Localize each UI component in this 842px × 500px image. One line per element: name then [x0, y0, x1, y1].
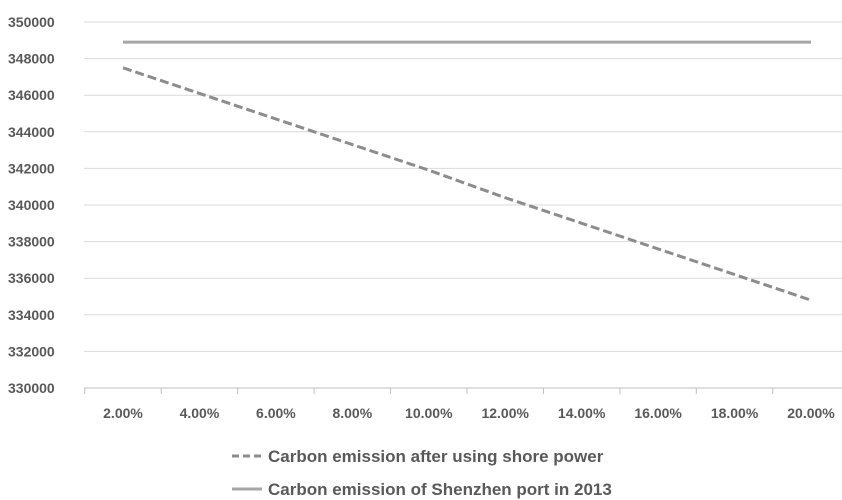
- y-tick-label: 334000: [8, 307, 55, 323]
- x-tick-label: 10.00%: [405, 405, 453, 421]
- y-tick-label: 348000: [8, 51, 55, 67]
- legend-label-shore-power: Carbon emission after using shore power: [268, 447, 604, 466]
- x-tick-label: 12.00%: [481, 405, 529, 421]
- y-tick-label: 346000: [8, 87, 55, 103]
- series-line-shore-power: [122, 66, 812, 302]
- y-tick-label: 350000: [8, 14, 55, 30]
- legend-item-shore-power: Carbon emission after using shore power: [232, 447, 604, 466]
- y-tick-label: 336000: [8, 270, 55, 286]
- y-tick-label: 344000: [8, 124, 55, 140]
- x-tick-label: 18.00%: [711, 405, 759, 421]
- x-tick-label: 4.00%: [180, 405, 220, 421]
- x-tick-label: 16.00%: [634, 405, 682, 421]
- x-tick-label: 20.00%: [787, 405, 835, 421]
- legend-item-shenzhen-2013: Carbon emission of Shenzhen port in 2013: [232, 480, 612, 499]
- legend-label-shenzhen-2013: Carbon emission of Shenzhen port in 2013: [268, 480, 612, 499]
- legend: Carbon emission after using shore power …: [232, 447, 612, 499]
- x-axis: 2.00% 4.00% 6.00% 8.00% 10.00% 12.00% 14.00% 16…: [84, 388, 835, 421]
- y-tick-label: 342000: [8, 160, 55, 176]
- y-axis: 330000 332000 334000 336000 338000 340000 3420…: [8, 14, 55, 396]
- y-tick-label: 330000: [8, 380, 55, 396]
- gridlines: [84, 21, 842, 389]
- y-tick-label: 332000: [8, 343, 55, 359]
- y-tick-label: 340000: [8, 197, 55, 213]
- x-tick-label: 8.00%: [332, 405, 372, 421]
- y-tick-label: 338000: [8, 234, 55, 250]
- x-tick-label: 14.00%: [558, 405, 606, 421]
- x-tick-label: 6.00%: [256, 405, 296, 421]
- series-lines: [122, 40, 812, 302]
- x-tick-label: 2.00%: [103, 405, 143, 421]
